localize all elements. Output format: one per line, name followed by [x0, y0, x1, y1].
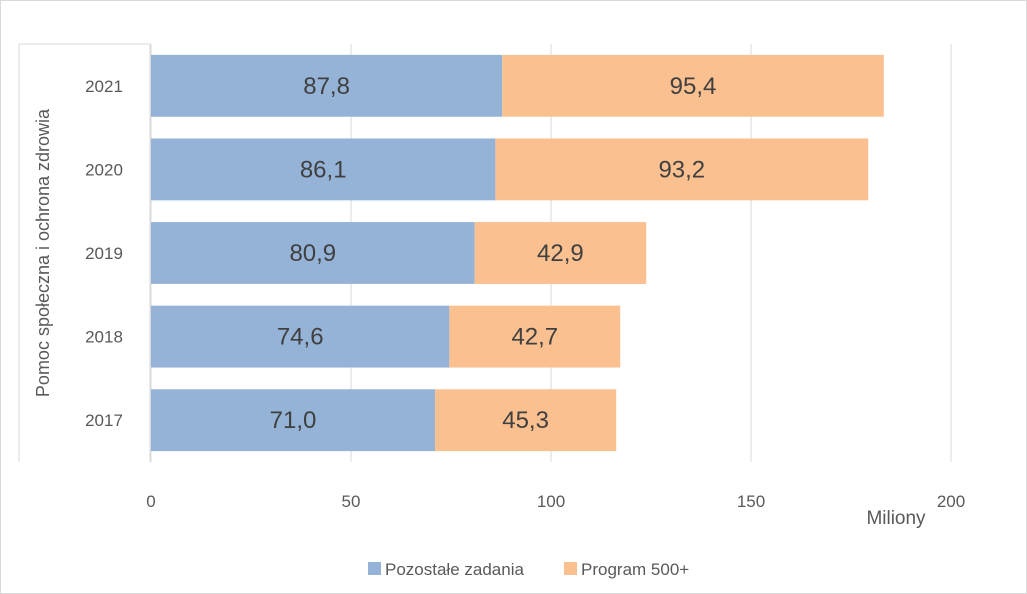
data-labels: 71,0 45,3 74,6 42,7 80,9 42,9 86,1 93,2 87,8 95,4 — [270, 73, 717, 434]
data-label: 93,2 — [658, 156, 705, 183]
x-unit-label: Miliony — [866, 508, 926, 529]
x-tick-label: 50 — [342, 492, 361, 511]
data-label: 80,9 — [289, 240, 336, 267]
data-label: 95,4 — [670, 73, 717, 100]
bar-program500-2020 — [495, 138, 869, 201]
legend-swatch — [564, 562, 577, 575]
data-label: 42,7 — [511, 324, 558, 351]
legend: Pozostałe zadania Program 500+ — [368, 560, 689, 579]
bars — [151, 54, 884, 452]
category-label-2017: 2017 — [85, 411, 123, 430]
legend-label: Pozostałe zadania — [385, 560, 524, 579]
bar-program500-2017 — [435, 389, 617, 452]
category-group-box — [18, 43, 151, 462]
data-label: 42,9 — [537, 240, 584, 267]
data-label: 87,8 — [303, 73, 350, 100]
bar-program500-2019 — [474, 222, 647, 284]
category-label-2019: 2019 — [85, 244, 123, 263]
category-label-2020: 2020 — [85, 160, 123, 179]
legend-label: Program 500+ — [581, 560, 689, 579]
bar-pozostale-2020 — [151, 138, 496, 201]
year-labels: 2017 2018 2019 2020 2021 — [85, 77, 123, 430]
bar-pozostale-2021 — [151, 54, 503, 117]
data-label: 71,0 — [270, 407, 317, 434]
category-label-2018: 2018 — [85, 328, 123, 347]
category-group-label: Pomoc społeczna i ochrona zdrowia — [33, 108, 53, 397]
bar-program500-2018 — [449, 305, 621, 368]
category-label-2021: 2021 — [85, 77, 123, 96]
legend-swatch — [368, 562, 381, 575]
x-tick-label: 200 — [937, 492, 965, 511]
bar-pozostale-2018 — [151, 305, 450, 368]
bar-pozostale-2017 — [151, 389, 435, 452]
x-tick-labels: 0 50 100 150 200 — [146, 492, 965, 511]
data-label: 45,3 — [502, 407, 549, 434]
bar-pozostale-2019 — [151, 222, 475, 284]
x-tick-label: 100 — [537, 492, 565, 511]
data-label: 86,1 — [300, 156, 347, 183]
x-tick-label: 0 — [146, 492, 155, 511]
data-label: 74,6 — [277, 324, 324, 351]
bar-program500-2021 — [502, 54, 884, 117]
x-tick-label: 150 — [737, 492, 765, 511]
